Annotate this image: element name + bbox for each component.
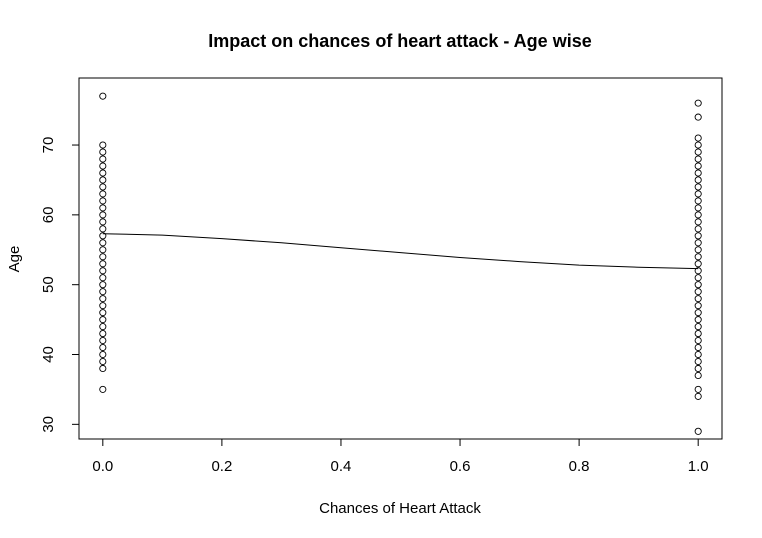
data-point [694, 141, 702, 149]
data-point [99, 330, 107, 338]
y-tick-label: 30 [40, 416, 57, 433]
data-point [99, 197, 107, 205]
y-axis: 30 40 50 60 70 [40, 137, 80, 433]
x-tick-label: 0.8 [569, 458, 590, 475]
data-point [694, 336, 702, 345]
data-point [99, 267, 107, 275]
data-point [99, 141, 107, 149]
data-point [694, 190, 702, 198]
data-point [694, 316, 702, 324]
data-point [99, 260, 107, 268]
data-point [694, 364, 702, 373]
data-point [694, 162, 702, 170]
data-point [99, 246, 107, 254]
data-point [99, 316, 107, 324]
data-point [99, 364, 107, 373]
data-point [694, 253, 702, 261]
data-point [694, 274, 702, 282]
data-point [99, 385, 107, 393]
data-point [694, 392, 702, 400]
data-point [694, 267, 702, 275]
data-point [99, 350, 107, 359]
data-point [694, 225, 702, 233]
data-point [694, 218, 702, 226]
data-point [694, 232, 702, 240]
data-point [99, 253, 107, 261]
data-point [694, 197, 702, 205]
data-point [694, 239, 702, 247]
data-point [694, 169, 702, 177]
y-tick-label: 50 [40, 276, 57, 293]
data-point [99, 176, 107, 184]
x-tick-label: 0.0 [92, 458, 113, 475]
data-point [694, 176, 702, 184]
data-point [694, 281, 702, 289]
data-point [694, 260, 702, 268]
data-point [99, 274, 107, 282]
data-point [694, 330, 702, 338]
data-point [99, 218, 107, 226]
y-axis-label: Age [6, 246, 23, 273]
data-point [99, 169, 107, 177]
data-point [99, 281, 107, 289]
data-point [99, 155, 107, 163]
data-point [694, 148, 702, 156]
data-point [99, 183, 107, 191]
data-point [694, 155, 702, 163]
y-tick-label: 60 [40, 207, 57, 224]
data-point [694, 211, 702, 219]
y-tick-label: 40 [40, 346, 57, 363]
data-point [694, 371, 702, 380]
data-point [694, 134, 702, 142]
data-point [99, 309, 107, 317]
data-point [99, 357, 107, 366]
data-point [694, 309, 702, 317]
data-point [694, 302, 702, 310]
trend-line [102, 233, 699, 270]
data-point [694, 204, 702, 212]
x-axis-label: Chances of Heart Attack [319, 500, 481, 517]
data-point [99, 162, 107, 170]
x-tick-label: 1.0 [688, 458, 709, 475]
x-tick-label: 0.6 [450, 458, 471, 475]
data-point [694, 288, 702, 296]
chart-title: Impact on chances of heart attack - Age … [208, 31, 591, 51]
data-point [99, 302, 107, 310]
x-tick-label: 0.2 [211, 458, 232, 475]
data-point [99, 343, 107, 352]
data-point [694, 427, 702, 435]
data-point [694, 385, 702, 393]
data-point [694, 350, 702, 359]
data-point [694, 357, 702, 366]
data-point [694, 295, 702, 303]
data-point [99, 323, 107, 331]
data-point [99, 211, 107, 219]
data-point [99, 225, 107, 233]
data-point [99, 288, 107, 296]
data-point [99, 239, 107, 247]
data-point [99, 190, 107, 198]
data-point [99, 295, 107, 303]
x-axis: 0.0 0.2 0.4 0.6 0.8 1.0 [92, 438, 709, 475]
data-point [99, 336, 107, 345]
data-points [99, 92, 702, 435]
x-tick-label: 0.4 [331, 458, 352, 475]
data-point [694, 343, 702, 352]
data-point [99, 232, 107, 240]
data-point [694, 246, 702, 254]
data-point [99, 148, 107, 156]
data-point [694, 99, 702, 107]
y-tick-label: 70 [40, 137, 57, 154]
data-point [694, 113, 702, 121]
data-point [99, 204, 107, 212]
data-point [694, 323, 702, 331]
plot-frame [78, 77, 723, 440]
data-point [99, 92, 107, 100]
data-point [694, 183, 702, 191]
